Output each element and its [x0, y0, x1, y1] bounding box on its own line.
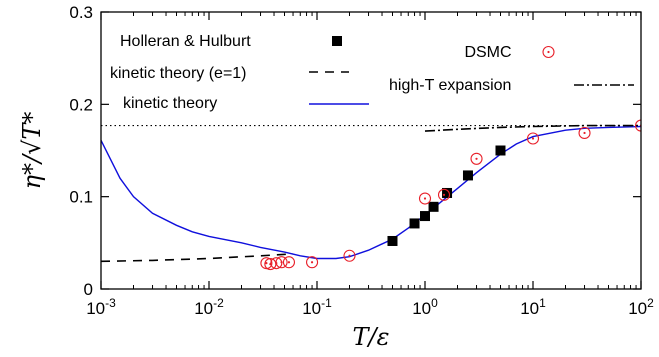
data-point-circle-dot [348, 254, 351, 257]
data-point-square [462, 170, 473, 181]
legend-label: high-T expansion [389, 77, 511, 94]
x-tick-label: 10-1 [302, 296, 332, 318]
legend-marker-square [332, 36, 342, 46]
data-point-circle-dot [583, 131, 586, 135]
data-point-circle-dot [423, 197, 427, 200]
series-line [101, 253, 294, 263]
x-tick-label: 10-2 [194, 296, 224, 318]
data-point-circle-dot [442, 193, 446, 196]
data-point-circle [578, 126, 591, 140]
data-point-circle-dot [531, 137, 535, 140]
data-point-circle [275, 256, 288, 269]
y-axis-title: η*/√T* [18, 112, 46, 190]
series-line [101, 125, 641, 260]
data-point-circle-dot [310, 261, 314, 264]
legend-marker-dot [547, 50, 550, 54]
legend-label: Holleran & Hulburt [120, 33, 251, 50]
data-point-circle [282, 256, 296, 269]
data-point-square [428, 201, 439, 212]
data-point-circle [343, 249, 356, 262]
legend-label: kinetic theory [123, 95, 217, 112]
y-tick-label: 0.3 [69, 3, 93, 22]
legend-label: kinetic theory (e=1) [110, 65, 247, 82]
plot-frame [100, 11, 642, 290]
axes: 10-3 10-2 10-1 100 101 102 0 0.1 0.2 0.3 [69, 3, 654, 318]
data-point-circle-dot [475, 157, 478, 160]
plot-series [101, 119, 641, 271]
y-tick-label: 0.1 [69, 188, 93, 207]
data-point-circle [437, 188, 451, 201]
x-tick-label: 10-3 [86, 296, 116, 318]
x-axis-title: T/ε [353, 323, 390, 351]
axis-titles: T/ε η*/√T* [18, 112, 389, 351]
x-tick-label: 101 [520, 296, 546, 318]
data-point-square [387, 235, 398, 246]
x-tick-label: 100 [412, 296, 438, 318]
legend-marker-circle [542, 45, 555, 59]
y-tick-label: 0.2 [69, 95, 93, 114]
data-point-circle [306, 256, 319, 269]
data-point-circle-dot [287, 261, 291, 264]
series-line [424, 124, 641, 132]
data-point-circle [418, 192, 432, 205]
data-point-circle-dot [280, 261, 283, 264]
data-point-square [409, 218, 420, 229]
x-tick-label: 102 [628, 296, 654, 318]
data-point-square [495, 145, 506, 156]
data-point-circle [526, 132, 540, 145]
data-point-circle [634, 119, 641, 132]
legend-label: DSMC [464, 44, 511, 61]
data-point-circle [260, 257, 273, 270]
data-point-square [420, 211, 430, 222]
data-point-circle-dot [265, 262, 268, 265]
data-point-square [442, 187, 453, 198]
legend: Holleran & Hulburt kinetic theory (e=1) ki… [110, 33, 634, 112]
y-tick-label: 0 [84, 280, 93, 299]
data-point-circle [470, 152, 483, 165]
